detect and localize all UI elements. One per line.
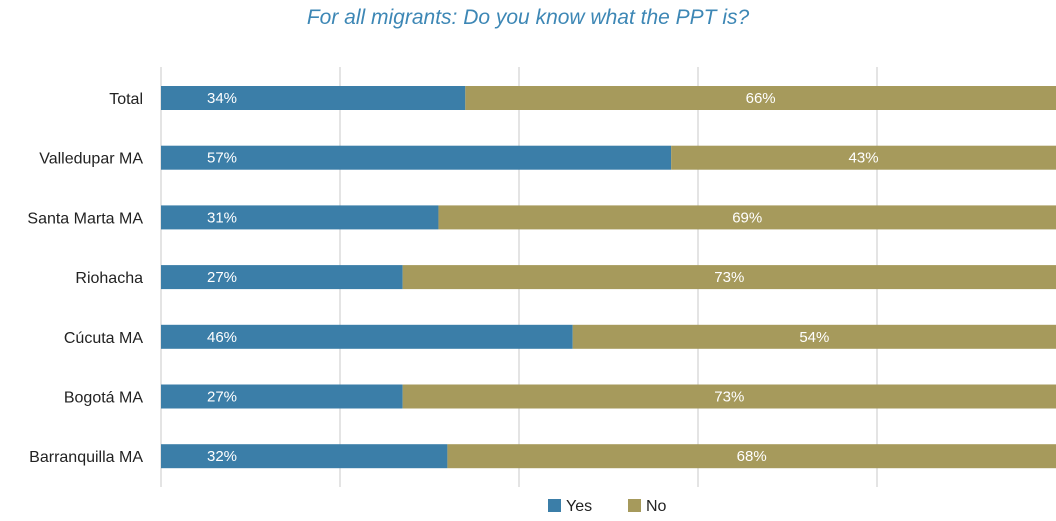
legend-label-no: No	[646, 498, 667, 515]
value-label: 31%	[207, 209, 237, 226]
value-label: 46%	[207, 329, 237, 346]
value-label: 69%	[732, 209, 762, 226]
legend: Yes No	[548, 498, 667, 515]
bar-yes	[161, 205, 439, 230]
bar-no	[671, 145, 1056, 170]
category-label: Bogotá MA	[64, 390, 143, 407]
bar-yes	[161, 384, 403, 409]
bar-yes	[161, 444, 448, 469]
bar-no	[572, 324, 1056, 349]
value-label: 66%	[746, 90, 776, 107]
chart-title: For all migrants: Do you know what the P…	[306, 6, 750, 29]
legend-swatch-yes	[548, 499, 561, 512]
value-label: 27%	[207, 389, 237, 406]
value-label: 68%	[737, 448, 767, 465]
bar-yes	[161, 265, 403, 290]
category-label: Santa Marta MA	[27, 210, 143, 227]
bar-no	[402, 384, 1056, 409]
category-label: Riohacha	[75, 270, 143, 287]
value-label: 57%	[207, 150, 237, 167]
value-label: 54%	[799, 329, 829, 346]
bar-yes	[161, 86, 466, 110]
value-label: 73%	[714, 269, 744, 286]
bars	[161, 86, 1056, 469]
value-labels: 34% 66% 57% 43% 31% 69% 27% 73% 46% 54% 27% 73% 32% 6…	[207, 90, 879, 465]
legend-label-yes: Yes	[566, 498, 592, 515]
category-label: Valledupar MA	[39, 151, 143, 168]
category-label: Barranquilla MA	[29, 449, 143, 466]
value-label: 27%	[207, 269, 237, 286]
bar-no	[465, 86, 1056, 110]
bar-yes	[161, 145, 672, 170]
bar-yes	[161, 324, 573, 349]
category-label: Total	[109, 91, 143, 108]
bar-no	[402, 265, 1056, 290]
value-label: 32%	[207, 448, 237, 465]
bar-no	[438, 205, 1056, 230]
bar-no	[447, 444, 1056, 469]
value-label: 43%	[849, 150, 879, 167]
legend-swatch-no	[628, 499, 641, 512]
value-label: 34%	[207, 90, 237, 107]
category-labels: Total Valledupar MA Santa Marta MA Riohacha…	[27, 91, 143, 466]
value-label: 73%	[714, 389, 744, 406]
category-label: Cúcuta MA	[64, 330, 143, 347]
